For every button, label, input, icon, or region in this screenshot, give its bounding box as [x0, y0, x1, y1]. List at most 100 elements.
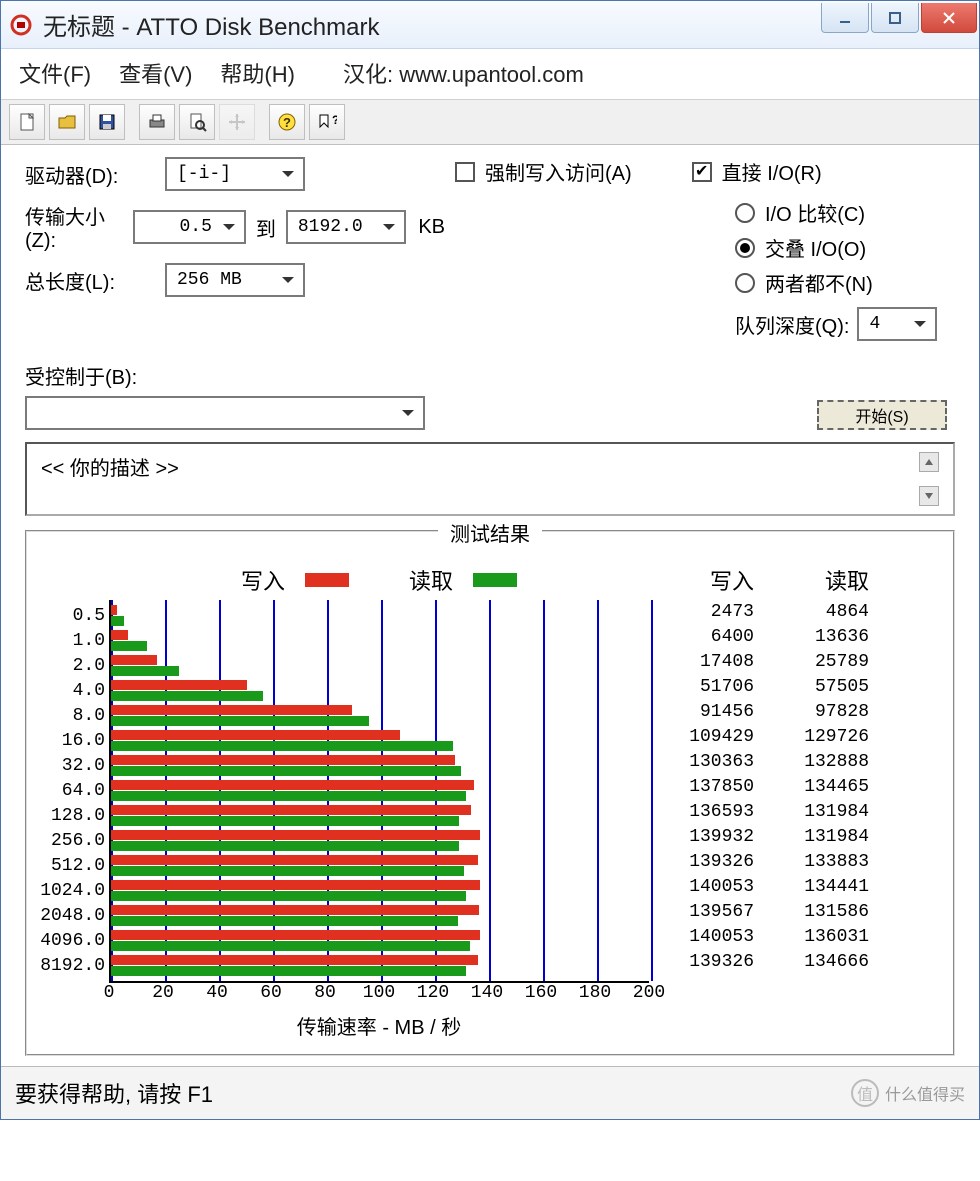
read-value: 134465: [764, 775, 879, 800]
read-value: 4864: [764, 600, 879, 625]
drive-select[interactable]: [-i-]: [165, 157, 305, 191]
drive-value: [-i-]: [177, 164, 231, 184]
write-bar: [111, 780, 474, 790]
checkbox-icon: [692, 162, 712, 182]
new-icon[interactable]: [9, 104, 45, 140]
status-bar: 要获得帮助, 请按 F1 值 什么值得买: [1, 1066, 979, 1119]
menu-view[interactable]: 查看(V): [119, 57, 192, 89]
controlled-label: 受控制于(B):: [25, 361, 797, 390]
y-label: 128.0: [35, 804, 109, 829]
read-value: 97828: [764, 700, 879, 725]
x-tick: 80: [314, 983, 336, 1003]
scrollbar[interactable]: [919, 452, 939, 506]
transfer-to-select[interactable]: 8192.0: [286, 210, 406, 244]
radio-neither-label: 两者都不(N): [765, 268, 873, 297]
save-icon[interactable]: [89, 104, 125, 140]
read-value: 134666: [764, 950, 879, 975]
maximize-button[interactable]: [871, 3, 919, 33]
read-value: 129726: [764, 725, 879, 750]
x-tick: 180: [579, 983, 611, 1003]
x-tick: 0: [104, 983, 115, 1003]
start-button[interactable]: 开始(S): [817, 400, 947, 430]
write-value: 140053: [649, 925, 764, 950]
write-value: 51706: [649, 675, 764, 700]
read-value: 136031: [764, 925, 879, 950]
scroll-up-icon[interactable]: [919, 452, 939, 472]
read-bar: [111, 716, 369, 726]
y-label: 4096.0: [35, 929, 109, 954]
write-bar: [111, 630, 128, 640]
minimize-button[interactable]: [821, 3, 869, 33]
read-value: 25789: [764, 650, 879, 675]
chevron-down-icon: [399, 404, 417, 422]
controlled-select[interactable]: [25, 396, 425, 430]
write-bar: [111, 880, 480, 890]
force-write-label: 强制写入访问(A): [485, 157, 632, 186]
chart-x-label: 传输速率 - MB / 秒: [109, 1011, 649, 1040]
length-value: 256 MB: [177, 270, 242, 290]
scroll-down-icon[interactable]: [919, 486, 939, 506]
x-tick: 100: [363, 983, 395, 1003]
watermark-icon: 值: [851, 1079, 879, 1107]
radio-compare-label: I/O 比较(C): [765, 198, 865, 227]
y-label: 256.0: [35, 829, 109, 854]
description-box[interactable]: << 你的描述 >>: [25, 442, 955, 516]
menu-help[interactable]: 帮助(H): [220, 57, 295, 89]
queue-label: 队列深度(Q):: [735, 310, 849, 339]
value-row: 130363132888: [649, 750, 879, 775]
menu-credit: 汉化: www.upantool.com: [343, 57, 584, 89]
y-label: 1.0: [35, 629, 109, 654]
value-row: 109429129726: [649, 725, 879, 750]
value-row: 137850134465: [649, 775, 879, 800]
help-icon[interactable]: ?: [269, 104, 305, 140]
read-value: 57505: [764, 675, 879, 700]
whatsthis-icon[interactable]: ?: [309, 104, 345, 140]
write-value: 140053: [649, 875, 764, 900]
write-bar: [111, 755, 455, 765]
write-value: 2473: [649, 600, 764, 625]
value-row: 140053134441: [649, 875, 879, 900]
write-bar: [111, 705, 352, 715]
radio-compare[interactable]: I/O 比较(C): [735, 198, 955, 227]
unit-label: KB: [418, 216, 445, 239]
read-bar: [111, 891, 466, 901]
move-icon[interactable]: [219, 104, 255, 140]
close-button[interactable]: [921, 3, 977, 33]
results-value-table: 写入 读取 2473486464001363617408257895170657…: [649, 560, 879, 1040]
preview-icon[interactable]: [179, 104, 215, 140]
open-icon[interactable]: [49, 104, 85, 140]
value-row: 140053136031: [649, 925, 879, 950]
x-tick: 20: [152, 983, 174, 1003]
write-bar: [111, 680, 247, 690]
queue-select[interactable]: 4: [857, 307, 937, 341]
radio-neither[interactable]: 两者都不(N): [735, 268, 955, 297]
force-write-checkbox[interactable]: 强制写入访问(A): [455, 157, 632, 186]
menu-file[interactable]: 文件(F): [19, 57, 91, 89]
read-value: 131984: [764, 800, 879, 825]
chevron-down-icon: [279, 271, 297, 289]
radio-icon: [735, 273, 755, 293]
value-row: 9145697828: [649, 700, 879, 725]
radio-overlap[interactable]: 交叠 I/O(O): [735, 233, 955, 262]
read-bar: [111, 766, 461, 776]
chevron-down-icon: [911, 315, 929, 333]
write-bar: [111, 655, 157, 665]
value-row: 139326134666: [649, 950, 879, 975]
y-label: 32.0: [35, 754, 109, 779]
radio-overlap-label: 交叠 I/O(O): [765, 233, 866, 262]
transfer-from-value: 0.5: [145, 217, 220, 237]
write-bar: [111, 930, 480, 940]
chevron-down-icon: [279, 165, 297, 183]
transfer-from-select[interactable]: 0.5: [133, 210, 246, 244]
print-icon[interactable]: [139, 104, 175, 140]
write-value: 139567: [649, 900, 764, 925]
direct-io-checkbox[interactable]: 直接 I/O(R): [692, 157, 822, 186]
value-row: 640013636: [649, 625, 879, 650]
write-bar: [111, 805, 471, 815]
x-tick: 160: [525, 983, 557, 1003]
legend-read-swatch: [473, 573, 517, 587]
window-title: 无标题 - ATTO Disk Benchmark: [43, 7, 380, 42]
transfer-label: 传输大小(Z):: [25, 201, 133, 253]
length-select[interactable]: 256 MB: [165, 263, 305, 297]
read-bar: [111, 916, 458, 926]
